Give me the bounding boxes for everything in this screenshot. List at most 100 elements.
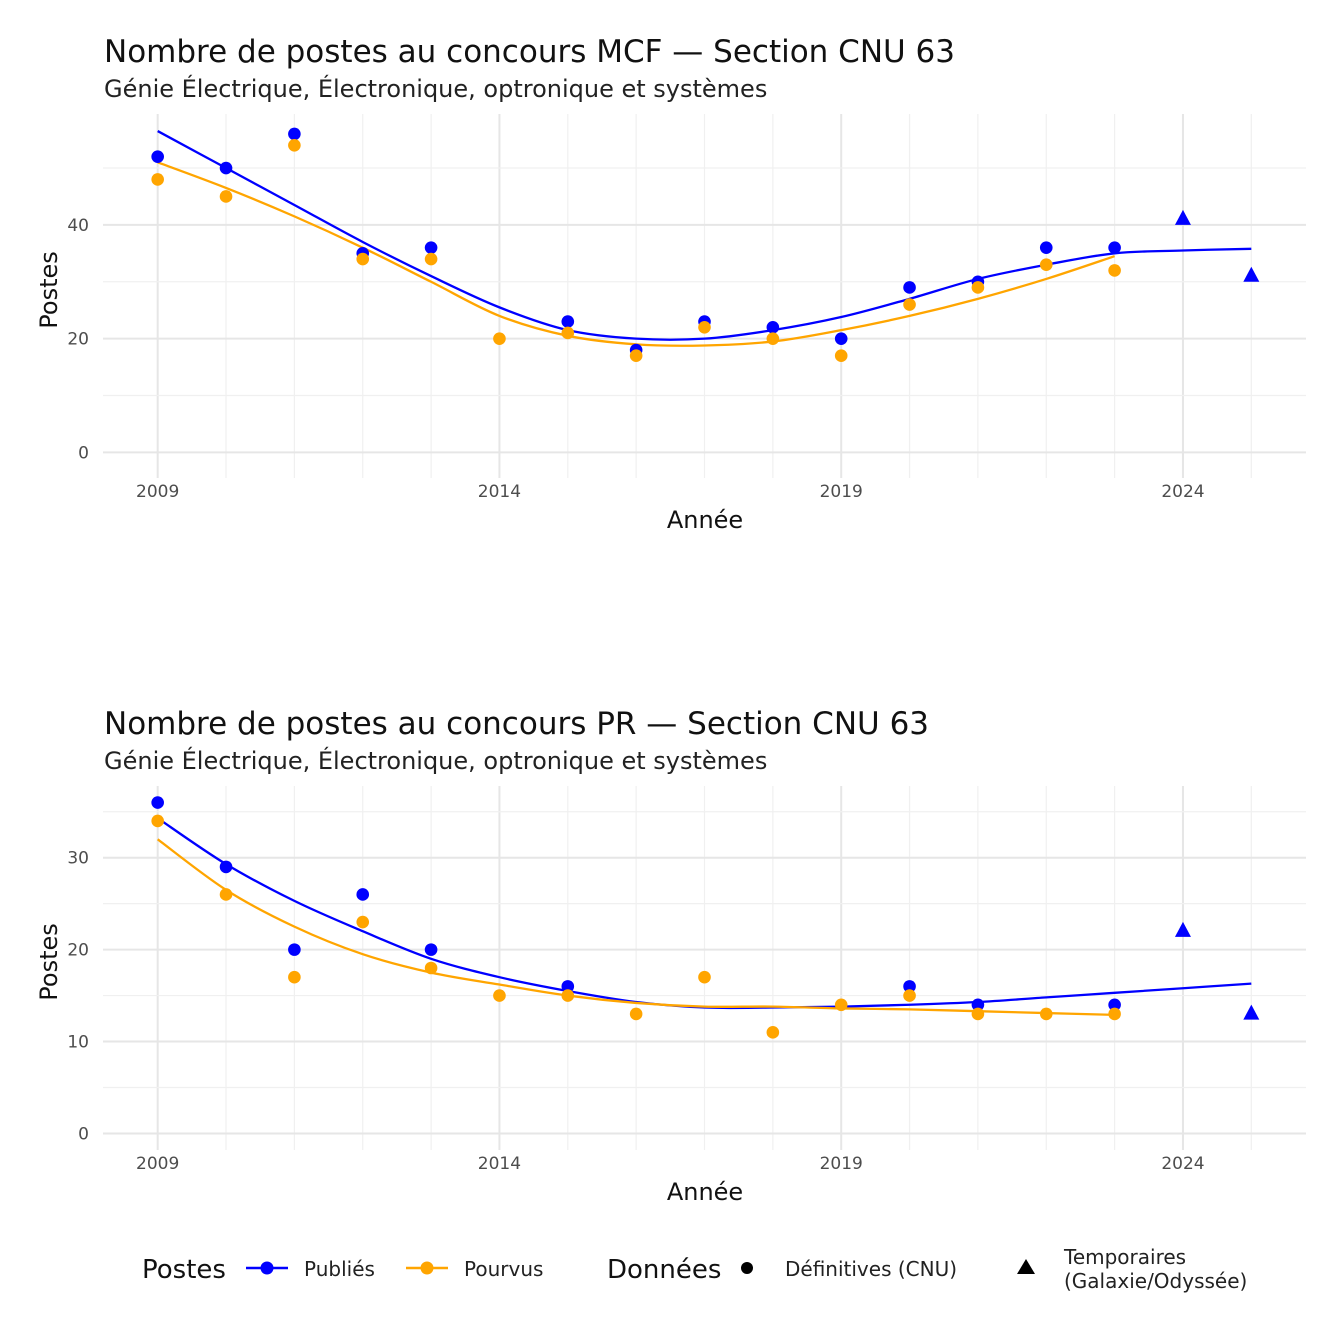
- chart-pr: Nombre de postes au concours PR — Sectio…: [35, 706, 1306, 1206]
- point-pourvus: [698, 320, 711, 334]
- y-tick-label: 40: [67, 216, 89, 236]
- point-publies: [424, 241, 438, 254]
- legend-pourvus-dot: [420, 1261, 434, 1275]
- point-pourvus: [219, 190, 233, 203]
- legend-definitives-label: Définitives (CNU): [785, 1257, 957, 1281]
- x-tick-label: 2019: [820, 482, 863, 502]
- chart-mcf: Nombre de postes au concours MCF — Secti…: [35, 34, 1306, 534]
- grid: [103, 114, 1306, 478]
- point-pourvus: [356, 252, 370, 266]
- x-tick-labels: 2009 2014 2019 2024: [136, 482, 1205, 502]
- point-pourvus: [288, 138, 301, 152]
- point-pourvus: [1039, 258, 1053, 272]
- legend-publies-dot: [260, 1261, 274, 1275]
- point-pourvus: [834, 349, 848, 363]
- point-publies: [288, 127, 301, 141]
- data-points: [151, 796, 1260, 1039]
- y-tick-label: 10: [67, 1033, 89, 1053]
- x-tick-label: 2014: [478, 482, 521, 502]
- y-tick-labels: 0 10 20 30: [67, 849, 89, 1145]
- point-pourvus: [493, 989, 506, 1002]
- point-pourvus: [971, 281, 985, 294]
- point-publies: [561, 315, 575, 328]
- point-pourvus: [561, 326, 575, 340]
- legend-triangle-shape: [1017, 1259, 1035, 1274]
- point-publies: [766, 320, 780, 334]
- point-pourvus: [219, 888, 233, 901]
- legend-key-publies: [246, 1261, 288, 1275]
- legend-publies-label: Publiés: [304, 1257, 375, 1281]
- point-pourvus: [151, 814, 164, 828]
- point-temporaire: [1174, 921, 1191, 937]
- point-pourvus: [766, 1026, 780, 1039]
- legend-circle-shape: [741, 1262, 753, 1274]
- point-publies: [219, 860, 233, 874]
- x-tick-label: 2014: [478, 1154, 521, 1174]
- chart-subtitle: Génie Électrique, Électronique, optroniq…: [104, 74, 767, 103]
- legend-donnees-title: Données: [607, 1255, 721, 1285]
- legend-key-pourvus: [406, 1261, 448, 1275]
- point-pourvus: [629, 349, 643, 363]
- point-publies: [288, 943, 301, 956]
- y-tick-label: 20: [67, 941, 89, 961]
- point-pourvus: [1039, 1007, 1053, 1021]
- y-tick-label: 30: [67, 849, 89, 869]
- point-publies: [1108, 241, 1121, 254]
- x-axis-label: Année: [667, 506, 743, 534]
- point-pourvus: [903, 298, 916, 311]
- point-pourvus: [698, 970, 711, 984]
- y-axis-label: Postes: [35, 251, 63, 328]
- point-publies: [151, 796, 164, 809]
- legend: Postes Publiés Pourvus Données Définitiv…: [142, 1245, 1247, 1293]
- chart-title: Nombre de postes au concours MCF — Secti…: [104, 34, 955, 70]
- point-publies: [151, 150, 164, 163]
- point-pourvus: [424, 252, 438, 266]
- point-pourvus: [834, 998, 848, 1012]
- point-publies: [971, 998, 985, 1012]
- trend-line-publies: [157, 130, 1252, 341]
- x-tick-label: 2009: [136, 482, 179, 502]
- x-tick-label: 2019: [820, 1154, 863, 1174]
- trend-line-pourvus: [156, 838, 1115, 1017]
- chart-subtitle: Génie Électrique, Électronique, optroniq…: [104, 746, 767, 775]
- x-tick-label: 2024: [1161, 482, 1204, 502]
- point-pourvus: [561, 989, 575, 1002]
- point-publies: [834, 332, 848, 345]
- point-temporaire: [1174, 209, 1191, 225]
- point-publies: [219, 161, 233, 175]
- legend-pourvus-label: Pourvus: [464, 1257, 543, 1281]
- grid: [103, 786, 1306, 1150]
- point-publies: [424, 943, 438, 956]
- point-publies: [903, 980, 916, 993]
- point-pourvus: [288, 970, 301, 984]
- point-pourvus: [356, 915, 370, 929]
- legend-temporaires-sublabel: (Galaxie/Odyssée): [1064, 1269, 1247, 1293]
- point-pourvus: [903, 989, 916, 1002]
- point-publies: [1039, 241, 1053, 254]
- point-publies: [561, 980, 575, 993]
- trend-lines: [156, 817, 1252, 1017]
- data-points: [151, 127, 1260, 363]
- point-pourvus: [1108, 1007, 1121, 1021]
- y-tick-label: 0: [78, 1124, 89, 1144]
- x-tick-labels: 2009 2014 2019 2024: [136, 1154, 1205, 1174]
- point-publies: [1108, 998, 1121, 1012]
- chart-title: Nombre de postes au concours PR — Sectio…: [104, 706, 929, 742]
- x-axis-label: Année: [667, 1178, 743, 1206]
- point-pourvus: [151, 173, 164, 186]
- x-tick-label: 2009: [136, 1154, 179, 1174]
- point-temporaire: [1243, 1004, 1260, 1020]
- y-tick-labels: 0 20 40: [67, 216, 89, 464]
- point-pourvus: [1108, 264, 1121, 277]
- x-tick-label: 2024: [1161, 1154, 1204, 1174]
- y-tick-label: 0: [78, 443, 89, 463]
- legend-postes-title: Postes: [142, 1255, 226, 1285]
- point-pourvus: [424, 961, 438, 975]
- point-pourvus: [493, 332, 506, 345]
- point-pourvus: [629, 1007, 643, 1021]
- point-publies: [903, 281, 916, 294]
- point-pourvus: [766, 332, 780, 345]
- point-publies: [356, 888, 370, 901]
- legend-temporaires-label: Temporaires: [1063, 1245, 1186, 1269]
